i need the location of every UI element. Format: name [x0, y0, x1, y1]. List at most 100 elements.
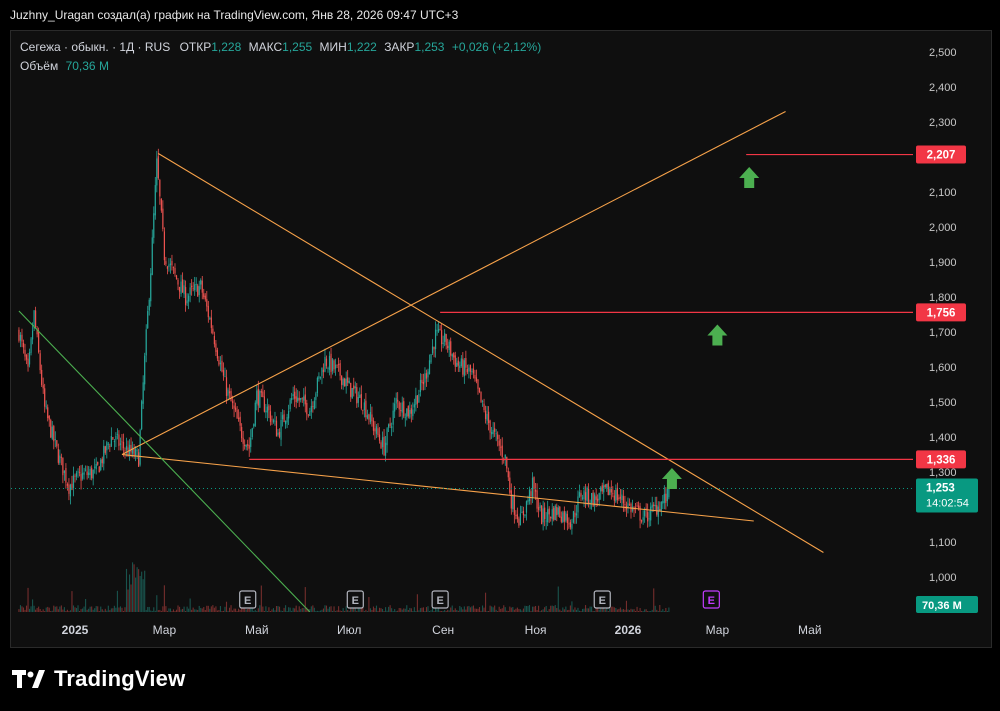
candle[interactable]: [109, 443, 111, 452]
candle[interactable]: [104, 445, 106, 455]
candle[interactable]: [356, 383, 358, 408]
candle[interactable]: [386, 427, 388, 453]
candle[interactable]: [315, 391, 317, 409]
candle[interactable]: [227, 387, 229, 401]
candle[interactable]: [371, 406, 373, 427]
candle[interactable]: [580, 490, 582, 502]
candle[interactable]: [113, 439, 115, 451]
candle[interactable]: [519, 505, 522, 526]
candle[interactable]: [471, 368, 473, 375]
candle[interactable]: [115, 432, 117, 448]
orange-trend-line[interactable]: [158, 153, 824, 553]
candle[interactable]: [456, 357, 458, 367]
candle[interactable]: [66, 482, 69, 491]
candle[interactable]: [639, 502, 641, 529]
candle[interactable]: [430, 353, 432, 365]
candle[interactable]: [360, 385, 362, 411]
candle[interactable]: [419, 373, 422, 397]
candle[interactable]: [344, 377, 346, 387]
candle[interactable]: [188, 293, 190, 310]
candle[interactable]: [562, 510, 564, 524]
candle[interactable]: [178, 286, 181, 299]
candle[interactable]: [427, 368, 429, 382]
candle[interactable]: [381, 431, 384, 455]
candle[interactable]: [439, 325, 441, 331]
candle[interactable]: [228, 384, 231, 400]
candle[interactable]: [548, 506, 550, 523]
candle[interactable]: [130, 437, 132, 458]
candle[interactable]: [215, 339, 217, 356]
candle[interactable]: [156, 150, 158, 193]
candle[interactable]: [359, 387, 361, 399]
candle[interactable]: [551, 503, 553, 526]
candle[interactable]: [163, 227, 165, 266]
candle[interactable]: [300, 397, 302, 403]
candle[interactable]: [350, 382, 352, 402]
candle[interactable]: [310, 398, 312, 419]
candle[interactable]: [457, 356, 459, 372]
candle[interactable]: [286, 413, 288, 429]
candle[interactable]: [448, 339, 450, 357]
candle[interactable]: [289, 397, 291, 412]
candle[interactable]: [369, 404, 372, 425]
candle[interactable]: [409, 401, 411, 419]
candle[interactable]: [450, 337, 452, 362]
candle[interactable]: [33, 309, 35, 332]
level-price-badge[interactable]: [916, 145, 966, 164]
earnings-event-marker[interactable]: E: [593, 590, 611, 609]
candle[interactable]: [21, 328, 23, 348]
candle[interactable]: [342, 377, 344, 390]
candle[interactable]: [325, 355, 328, 369]
candle[interactable]: [425, 369, 428, 387]
candle[interactable]: [166, 265, 169, 275]
candle[interactable]: [253, 423, 255, 429]
candle[interactable]: [530, 488, 532, 505]
candle[interactable]: [303, 388, 305, 407]
candle[interactable]: [71, 475, 73, 491]
candle[interactable]: [133, 443, 135, 459]
candles[interactable]: [18, 148, 670, 535]
candle[interactable]: [547, 500, 549, 527]
candle[interactable]: [656, 496, 658, 517]
candle[interactable]: [489, 419, 491, 440]
candle[interactable]: [466, 364, 468, 375]
candle[interactable]: [225, 369, 228, 404]
candle[interactable]: [125, 437, 128, 457]
candle[interactable]: [581, 494, 584, 501]
candle[interactable]: [241, 423, 243, 442]
candle[interactable]: [657, 501, 659, 525]
candle[interactable]: [484, 405, 487, 424]
candle[interactable]: [262, 384, 264, 398]
candle[interactable]: [134, 446, 137, 462]
candle[interactable]: [534, 483, 537, 500]
candle[interactable]: [45, 400, 47, 410]
candle[interactable]: [238, 409, 240, 422]
candle[interactable]: [165, 256, 167, 267]
candle[interactable]: [212, 325, 214, 335]
candle[interactable]: [550, 516, 552, 522]
candle[interactable]: [172, 266, 175, 275]
candle[interactable]: [85, 465, 87, 472]
candle[interactable]: [195, 277, 197, 292]
candle[interactable]: [374, 421, 376, 440]
candle[interactable]: [147, 305, 149, 330]
candle[interactable]: [24, 343, 26, 361]
volume-badge[interactable]: [916, 596, 978, 613]
candle[interactable]: [480, 391, 482, 403]
candle[interactable]: [569, 519, 572, 530]
candle[interactable]: [513, 486, 515, 524]
up-arrow-icon[interactable]: [661, 468, 682, 489]
earnings-event-marker[interactable]: E: [431, 590, 449, 609]
candle[interactable]: [512, 494, 514, 513]
candle[interactable]: [645, 503, 647, 518]
candle[interactable]: [160, 198, 162, 213]
up-arrow-icon[interactable]: [707, 324, 728, 346]
candle[interactable]: [363, 398, 365, 418]
candle[interactable]: [168, 258, 170, 272]
candle[interactable]: [636, 502, 638, 508]
candle[interactable]: [330, 347, 332, 379]
candle[interactable]: [578, 484, 581, 498]
plot-area[interactable]: [18, 111, 824, 613]
up-arrow-icon[interactable]: [739, 167, 760, 188]
candle[interactable]: [545, 512, 547, 530]
